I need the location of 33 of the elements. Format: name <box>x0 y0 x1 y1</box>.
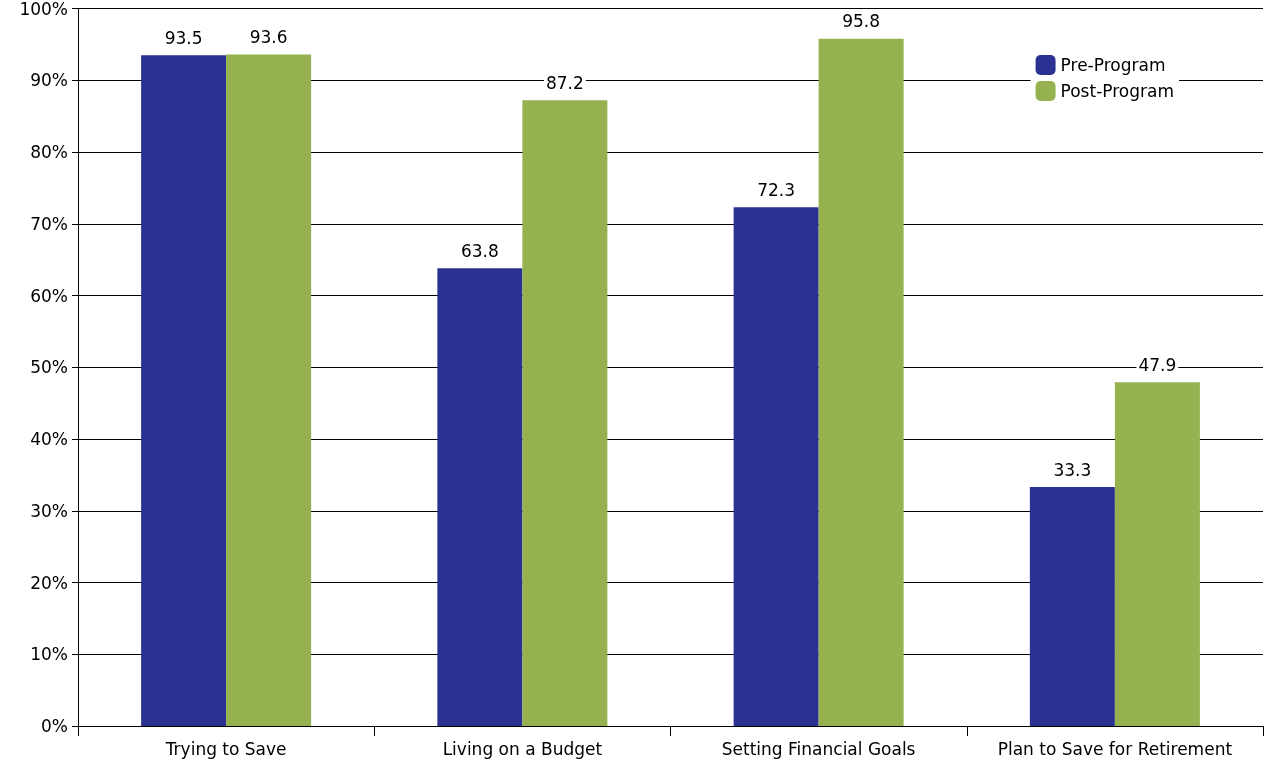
data-label: 87.2 <box>545 72 584 93</box>
x-tick-label: Trying to Save <box>164 738 287 759</box>
y-tick-label: 100% <box>19 0 68 19</box>
data-label: 33.3 <box>1053 459 1092 480</box>
data-label: 72.3 <box>757 179 796 200</box>
data-label: 93.5 <box>164 27 203 48</box>
bar <box>1029 487 1115 726</box>
y-tick-label: 70% <box>30 213 68 234</box>
y-tick-label: 40% <box>30 429 68 449</box>
bar <box>141 55 227 726</box>
bar <box>437 268 523 726</box>
bar <box>733 207 819 726</box>
data-label: 93.6 <box>249 26 288 47</box>
x-tick-label: Plan to Save for Retirement <box>997 738 1233 759</box>
bar <box>522 100 608 726</box>
y-tick-label: 20% <box>30 572 68 593</box>
y-tick-label: 50% <box>30 357 68 378</box>
y-tick-label: 30% <box>30 500 68 521</box>
data-label: 47.9 <box>1138 354 1177 375</box>
legend-label: Post-Program <box>1060 81 1175 101</box>
y-tick-label: 10% <box>30 644 68 665</box>
data-label: 63.8 <box>460 240 499 261</box>
y-tick-label: 0% <box>41 716 68 736</box>
bar <box>818 38 904 726</box>
data-label: 95.8 <box>842 11 881 32</box>
x-tick-label: Living on a Budget <box>442 738 603 759</box>
bar <box>1114 382 1200 726</box>
y-tick-label: 60% <box>30 285 68 306</box>
y-tick-label: 90% <box>30 70 68 91</box>
x-tick-label: Setting Financial Goals <box>721 738 916 759</box>
bar <box>226 54 312 726</box>
y-tick-label: 80% <box>30 142 68 162</box>
legend-label: Pre-Program <box>1060 55 1166 75</box>
